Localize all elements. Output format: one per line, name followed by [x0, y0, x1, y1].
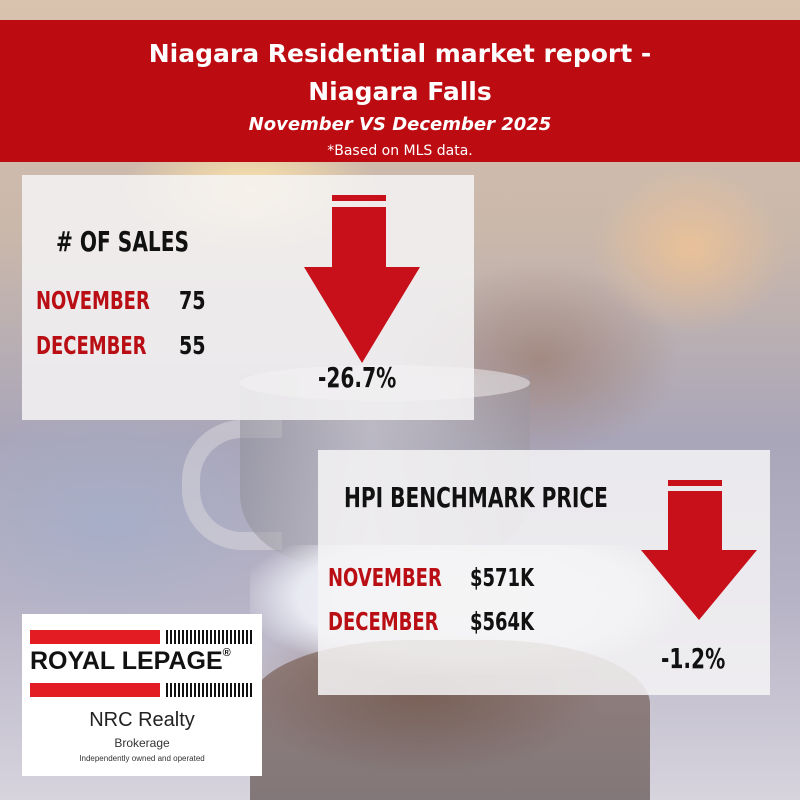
sales-panel: # OF SALES NOVEMBER 75 DECEMBER 55 -26.7…	[22, 175, 474, 420]
sales-heading: # OF SALES	[56, 225, 190, 258]
hpi-november-label: NOVEMBER	[328, 563, 442, 592]
report-title-line2: Niagara Falls	[308, 77, 492, 106]
hpi-december-value: $564K	[470, 607, 535, 636]
logo-bottom-stripes	[166, 683, 252, 697]
logo-top-red-bar	[30, 630, 160, 644]
sales-december-label: DECEMBER	[36, 331, 147, 360]
registered-mark-icon: ®	[222, 647, 231, 659]
logo-top-stripes	[166, 630, 252, 644]
hpi-november-value: $571K	[470, 563, 535, 592]
logo-company-name: NRC Realty	[89, 709, 195, 731]
logo-bottom-red-bar	[30, 683, 160, 697]
logo-brokerage: Brokerage	[114, 736, 170, 750]
data-source-note: *Based on MLS data.	[327, 143, 473, 159]
sales-november-value: 75	[179, 286, 206, 315]
sales-november-label: NOVEMBER	[36, 286, 150, 315]
hpi-december-label: DECEMBER	[328, 607, 439, 636]
report-title-line1: Niagara Residential market report -	[148, 39, 652, 68]
hpi-down-arrow-icon	[641, 480, 757, 620]
report-header: Niagara Residential market report - Niag…	[0, 20, 800, 162]
hpi-heading: HPI BENCHMARK PRICE	[344, 481, 608, 514]
sales-december-value: 55	[179, 331, 206, 360]
sales-down-arrow-icon	[304, 195, 420, 363]
royal-lepage-logo: ROYAL LEPAGE® NRC Realty Brokerage Indep…	[22, 614, 262, 776]
logo-brand-name: ROYAL LEPAGE	[30, 647, 223, 675]
hpi-change-percent: -1.2%	[661, 642, 726, 675]
report-subtitle: November VS December 2025	[248, 114, 552, 135]
logo-tagline: Independently owned and operated	[79, 754, 205, 763]
sales-change-percent: -26.7%	[318, 361, 397, 394]
